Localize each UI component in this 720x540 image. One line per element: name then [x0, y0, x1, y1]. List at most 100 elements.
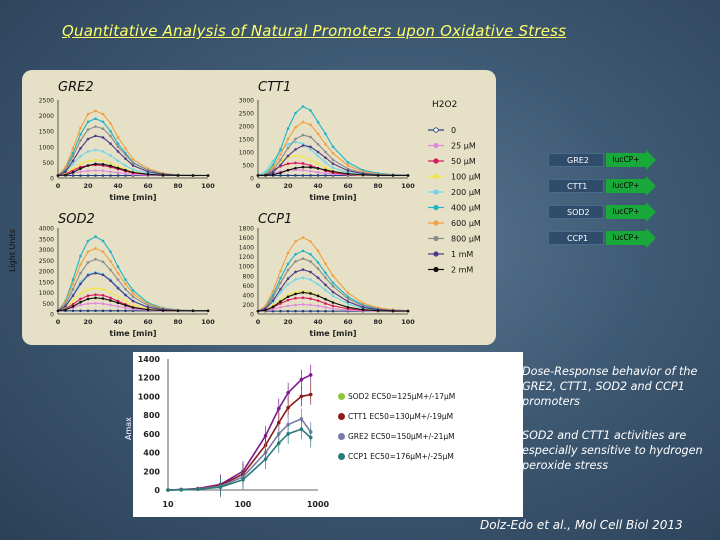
y-tick-label: 200: [143, 467, 160, 476]
slide-title: Quantitative Analysis of Natural Promote…: [62, 22, 567, 40]
x-tick-label: 100: [235, 500, 252, 509]
y-tick-label: 1000: [239, 150, 254, 157]
legend-label: 200 µM: [451, 188, 481, 197]
series-point: [286, 293, 290, 297]
series-point: [71, 305, 75, 308]
plot-ctt1: 0 500 1000 1500 2000 2500 3000 0 20 40 60 80 100 time…: [239, 98, 416, 203]
legend-label: 50 µM: [451, 157, 476, 166]
ec50-text: SOD2 EC50=125µM+/-17µM: [348, 392, 456, 401]
y-tick-label: 2500: [39, 258, 54, 265]
series-point: [331, 309, 335, 313]
dose-point: [218, 485, 223, 489]
series-point: [301, 174, 305, 177]
series-point: [94, 162, 97, 166]
amax-label: Amax: [124, 417, 133, 440]
y-tick-label: 400: [243, 292, 255, 299]
series-point: [79, 162, 82, 166]
series-point: [64, 165, 67, 169]
y-tick-label: 1500: [39, 279, 54, 286]
series-point: [279, 298, 282, 301]
legend-marker: [433, 142, 439, 149]
series-point: [301, 276, 305, 279]
series-point: [101, 112, 105, 116]
series-point: [124, 157, 127, 160]
series-point: [94, 247, 97, 250]
x-tick-label: 80: [373, 182, 383, 190]
series-point: [94, 134, 97, 138]
h2o2-axis-label: H2O2 [µM]: [336, 500, 380, 509]
ec50-legend-item: GRE2 EC50=150µM+/-21µM: [338, 432, 455, 441]
series-point: [391, 174, 395, 177]
series-point: [79, 147, 82, 150]
dose-point: [299, 394, 304, 399]
series-point: [109, 260, 112, 263]
series-point: [116, 142, 120, 145]
series-point: [316, 142, 320, 146]
series-point: [324, 262, 327, 266]
dose-point: [276, 441, 281, 446]
series-point: [391, 309, 395, 313]
series-point: [71, 278, 75, 281]
series-point: [309, 240, 312, 243]
series-point: [109, 154, 112, 157]
series-point: [124, 278, 127, 281]
series-point: [309, 169, 312, 173]
series-point: [124, 172, 127, 175]
y-tick-label: 3500: [39, 236, 54, 243]
series-point: [101, 174, 105, 177]
series-point: [279, 287, 282, 291]
series-point: [94, 169, 97, 172]
series-point: [279, 163, 282, 167]
series-point: [301, 142, 305, 145]
y-tick-label: 3000: [239, 98, 254, 105]
series-point: [71, 171, 75, 174]
series-point: [279, 158, 282, 162]
series-point: [109, 122, 112, 125]
series-point: [309, 109, 312, 112]
x-tick-label: 40: [113, 182, 123, 190]
y-tick-label: 1000: [138, 392, 161, 401]
series-point: [146, 172, 150, 176]
series-point: [124, 299, 127, 303]
series-point: [191, 174, 195, 177]
dose-point: [308, 392, 313, 397]
promoter-box: CTT1: [548, 179, 604, 193]
reporter-box: lucCP+: [606, 231, 646, 245]
series-point: [116, 286, 120, 290]
series-point: [346, 167, 350, 171]
x-tick-label: 20: [83, 182, 93, 190]
series-point: [116, 295, 120, 299]
series-point: [316, 132, 320, 136]
legend-marker: [433, 127, 439, 133]
series-point: [294, 309, 297, 313]
series-point: [346, 169, 350, 173]
series-point: [294, 252, 297, 256]
series-point: [94, 271, 97, 275]
series-point: [271, 168, 275, 172]
series-point: [116, 301, 120, 305]
series-point: [301, 165, 305, 169]
series-point: [94, 158, 97, 162]
legend-marker: [433, 189, 439, 195]
series-point: [331, 284, 335, 288]
series-point: [301, 105, 305, 108]
series-point: [324, 168, 327, 172]
series-point: [71, 167, 75, 170]
series-point: [101, 302, 105, 305]
legend-marker: [433, 251, 439, 257]
series-point: [316, 276, 320, 279]
series-point: [256, 309, 260, 313]
y-tick-label: 1500: [39, 129, 54, 136]
x-tick-label: 40: [313, 182, 323, 190]
series-point: [286, 283, 290, 286]
series-line: [57, 297, 208, 312]
series-point: [146, 170, 150, 174]
x-tick-label: 100: [401, 182, 415, 190]
series-point: [109, 129, 112, 133]
series-point: [279, 148, 282, 151]
series-point: [94, 296, 97, 300]
dose-point: [166, 488, 170, 492]
series-point: [361, 173, 365, 177]
series-point: [279, 171, 282, 175]
series-point: [116, 305, 120, 308]
